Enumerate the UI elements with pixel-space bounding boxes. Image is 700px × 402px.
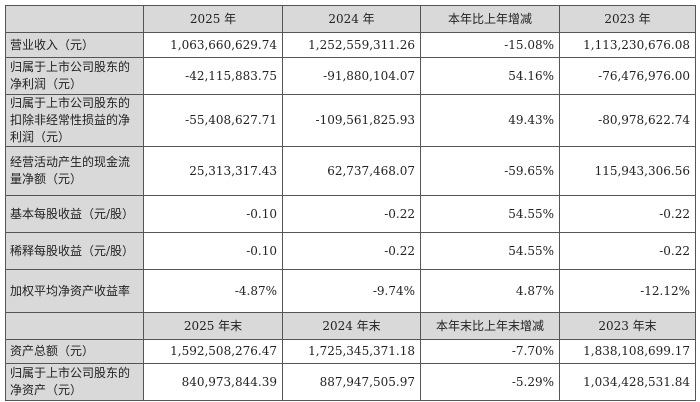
- value-2023: -76,476,976.00: [559, 57, 696, 95]
- table-row: 稀释每股收益（元/股） -0.10 -0.22 54.55% -0.22: [5, 232, 696, 270]
- row-label: 归属于上市公司股东的净资产（元）: [5, 363, 144, 401]
- header-2024: 2024 年: [282, 5, 421, 33]
- value-2024: 1,725,345,371.18: [282, 339, 421, 364]
- value-2024: 1,252,559,311.26: [282, 32, 421, 58]
- row-label: 基本每股收益（元/股）: [5, 195, 144, 233]
- value-2023: -0.22: [559, 232, 696, 270]
- value-2025: 840,973,844.39: [143, 363, 283, 401]
- row-label: 营业收入（元）: [5, 32, 144, 58]
- value-2025: -4.87%: [143, 269, 283, 313]
- value-2024: 887,947,505.97: [282, 363, 421, 401]
- value-2025: 1,063,660,629.74: [143, 32, 283, 58]
- value-change: -7.70%: [420, 339, 560, 364]
- header-2023: 2023 年: [559, 5, 696, 33]
- value-change: 54.16%: [420, 57, 560, 95]
- value-2023: 1,838,108,699.17: [559, 339, 696, 364]
- value-change: 49.43%: [420, 94, 560, 147]
- header-2025: 2025 年: [143, 5, 283, 33]
- value-change: 54.55%: [420, 195, 560, 233]
- value-change: 54.55%: [420, 232, 560, 270]
- value-2025: -0.10: [143, 195, 283, 233]
- financial-summary-table: 2025 年 2024 年 本年比上年增减 2023 年 营业收入（元） 1,0…: [5, 5, 696, 401]
- value-change: -15.08%: [420, 32, 560, 58]
- header-2023-end: 2023 年末: [559, 312, 696, 340]
- header-2024-end: 2024 年末: [282, 312, 421, 340]
- value-2023: 115,943,306.56: [559, 146, 696, 196]
- table-row: 归属于上市公司股东的扣除非经常性损益的净利润（元） -55,408,627.71…: [5, 94, 696, 147]
- header-corner: [5, 312, 144, 340]
- table-row: 营业收入（元） 1,063,660,629.74 1,252,559,311.2…: [5, 32, 696, 58]
- value-2025: -55,408,627.71: [143, 94, 283, 147]
- value-2025: 1,592,508,276.47: [143, 339, 283, 364]
- value-2023: -0.22: [559, 195, 696, 233]
- value-2023: 1,113,230,676.08: [559, 32, 696, 58]
- value-2025: -0.10: [143, 232, 283, 270]
- header-row-year-end: 2025 年末 2024 年末 本年末比上年末增减 2023 年末: [5, 312, 696, 340]
- header-row-annual: 2025 年 2024 年 本年比上年增减 2023 年: [5, 5, 696, 33]
- table-row: 归属于上市公司股东的净资产（元） 840,973,844.39 887,947,…: [5, 363, 696, 401]
- table-row: 加权平均净资产收益率 -4.87% -9.74% 4.87% -12.12%: [5, 269, 696, 313]
- value-2025: 25,313,317.43: [143, 146, 283, 196]
- value-2024: 62,737,468.07: [282, 146, 421, 196]
- header-2025-end: 2025 年末: [143, 312, 283, 340]
- value-change: -59.65%: [420, 146, 560, 196]
- value-2023: -80,978,622.74: [559, 94, 696, 147]
- table-row: 资产总额（元） 1,592,508,276.47 1,725,345,371.1…: [5, 339, 696, 364]
- row-label: 加权平均净资产收益率: [5, 269, 144, 313]
- row-label: 经营活动产生的现金流量净额（元）: [5, 146, 144, 196]
- value-2024: -109,561,825.93: [282, 94, 421, 147]
- value-2024: -9.74%: [282, 269, 421, 313]
- row-label: 归属于上市公司股东的净利润（元）: [5, 57, 144, 95]
- table-row: 归属于上市公司股东的净利润（元） -42,115,883.75 -91,880,…: [5, 57, 696, 95]
- table-row: 经营活动产生的现金流量净额（元） 25,313,317.43 62,737,46…: [5, 146, 696, 196]
- value-2024: -91,880,104.07: [282, 57, 421, 95]
- table-row: 基本每股收益（元/股） -0.10 -0.22 54.55% -0.22: [5, 195, 696, 233]
- header-change-end: 本年末比上年末增减: [420, 312, 560, 340]
- header-change: 本年比上年增减: [420, 5, 560, 33]
- value-2024: -0.22: [282, 195, 421, 233]
- row-label: 资产总额（元）: [5, 339, 144, 364]
- value-change: -5.29%: [420, 363, 560, 401]
- value-2024: -0.22: [282, 232, 421, 270]
- header-corner: [5, 5, 144, 33]
- value-2023: -12.12%: [559, 269, 696, 313]
- value-2025: -42,115,883.75: [143, 57, 283, 95]
- row-label: 归属于上市公司股东的扣除非经常性损益的净利润（元）: [5, 94, 144, 147]
- value-2023: 1,034,428,531.84: [559, 363, 696, 401]
- row-label: 稀释每股收益（元/股）: [5, 232, 144, 270]
- value-change: 4.87%: [420, 269, 560, 313]
